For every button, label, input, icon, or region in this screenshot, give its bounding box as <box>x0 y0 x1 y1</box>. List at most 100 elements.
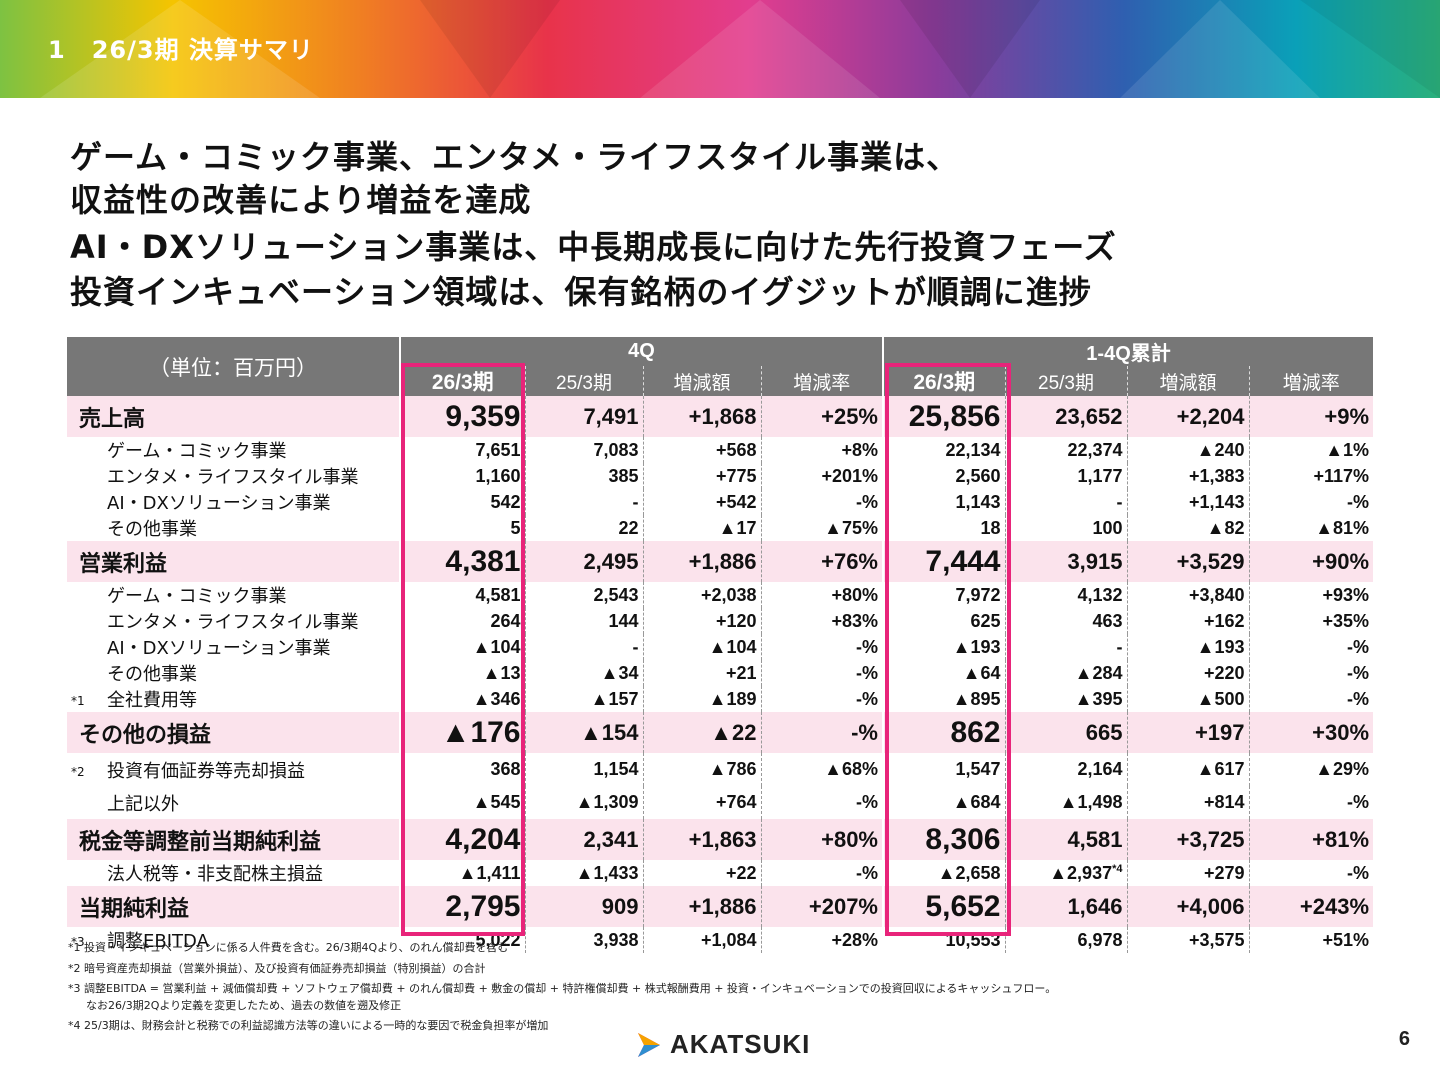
cell-value: -% <box>856 792 878 812</box>
table-cell: 2,164 <box>1004 753 1127 786</box>
table-cell: ▲104 <box>399 634 525 660</box>
table-row-sub: エンタメ・ライフスタイル事業 264 144 +120 +83% 625 463 +162 +3… <box>67 608 1374 634</box>
table-cell: +80% <box>760 819 883 860</box>
table-cell: -% <box>760 712 883 753</box>
cell-value: -% <box>856 662 878 683</box>
col-header-diff-cum: 増減額 <box>1126 366 1249 396</box>
cell-value: +117% <box>1313 465 1370 486</box>
cell-value: ▲22 <box>710 719 757 745</box>
cell-value: ▲1,433 <box>575 862 639 883</box>
table-cell: - <box>524 634 643 660</box>
table-cell: 144 <box>524 608 643 634</box>
cell-value: 22,134 <box>945 439 1001 460</box>
table-cell: -% <box>1248 860 1374 886</box>
cell-value: +30% <box>1312 719 1370 745</box>
row-label: エンタメ・ライフスタイル事業 <box>67 608 400 634</box>
table-cell: +2,204 <box>1126 396 1249 437</box>
table-cell: ▲17 <box>642 515 761 541</box>
cell-value: +243% <box>1299 893 1370 919</box>
row-label-text: ゲーム・コミック事業 <box>107 586 287 607</box>
table-cell: +3,725 <box>1126 819 1249 860</box>
cell-value: 463 <box>1092 610 1123 631</box>
cell-value: +4,006 <box>1176 893 1245 919</box>
table-cell: 7,972 <box>882 582 1005 608</box>
table-cell: 463 <box>1004 608 1127 634</box>
table-cell: +120 <box>642 608 761 634</box>
cell-value: +279 <box>1203 862 1245 883</box>
cell-value: ▲193 <box>952 636 1001 657</box>
table-header-group-row: （単位：百万円） 4Q 1-4Q累計 <box>67 337 1374 396</box>
table-cell: 9,359 <box>399 396 525 437</box>
cell-value: +22 <box>725 862 757 883</box>
table-cell: 862 <box>882 712 1005 753</box>
cell-value: ▲189 <box>708 688 757 709</box>
row-label: 上記以外 <box>67 786 400 819</box>
table-cell: 4,581 <box>1004 819 1127 860</box>
cell-value: 7,083 <box>593 439 639 460</box>
table-cell: ▲1,411 <box>399 860 525 886</box>
table-cell: +764 <box>642 786 761 819</box>
table-cell: -% <box>760 786 883 819</box>
table-row-sub: 法人税等・非支配株主損益 ▲1,411 ▲1,433 +22 -% ▲2,658 ▲2,93… <box>67 860 1374 886</box>
cell-value: 368 <box>490 759 521 779</box>
table-cell: ▲193 <box>1126 634 1249 660</box>
row-label: *2 投資有価証券等売却損益 <box>67 753 400 786</box>
cell-value: ▲176 <box>440 715 521 749</box>
table-cell: 5,022 <box>399 927 525 953</box>
cell-value: +2,204 <box>1176 403 1245 429</box>
row-label-text: AI・DXソリューション事業 <box>107 493 331 514</box>
financial-summary-table: （単位：百万円） 4Q 1-4Q累計 26/3期 25/3期 増減額 増減率 2… <box>67 337 1374 953</box>
row-label-text: その他事業 <box>107 664 197 685</box>
cell-value: +81% <box>1312 826 1370 852</box>
table-cell: +3,840 <box>1126 582 1249 608</box>
cell-value: - <box>1116 636 1123 657</box>
title-banner: 1 26/3期 決算サマリ <box>0 0 1440 98</box>
table-cell: 8,306 <box>882 819 1005 860</box>
table-cell: -% <box>1248 686 1374 712</box>
cell-value: 5,652 <box>925 889 1001 923</box>
cell-value: +1,886 <box>688 893 757 919</box>
row-label-text: 営業利益 <box>79 550 168 576</box>
cell-value: 4,581 <box>475 584 521 605</box>
cell-value: -% <box>1347 662 1370 683</box>
cell-value: +1,143 <box>1188 491 1245 512</box>
table-cell: ▲684 <box>882 786 1005 819</box>
table-cell: -% <box>1248 489 1374 515</box>
row-label: *3 調整EBITDA <box>67 927 400 953</box>
table-cell: ▲284 <box>1004 660 1127 686</box>
table-cell: +3,529 <box>1126 541 1249 582</box>
table-cell: ▲2,658 <box>882 860 1005 886</box>
table-row-main: 税金等調整前当期純利益 4,204 2,341 +1,863 +80% 8,306 4,58… <box>67 819 1374 860</box>
table-cell: 1,646 <box>1004 886 1127 927</box>
table-cell: ▲240 <box>1126 437 1249 463</box>
table-cell: 23,652 <box>1004 396 1127 437</box>
table-cell: +4,006 <box>1126 886 1249 927</box>
cell-value: 665 <box>1085 719 1123 745</box>
cell-value: -% <box>1347 688 1370 709</box>
table-row-sub: *2 投資有価証券等売却損益 368 1,154 ▲786 ▲68% 1,547 2,164 ▲… <box>67 753 1374 786</box>
cell-value: 625 <box>970 610 1001 631</box>
cell-value: 144 <box>608 610 639 631</box>
cell-value: ▲240 <box>1196 439 1245 460</box>
banner-title: 1 26/3期 決算サマリ <box>48 30 314 65</box>
cell-value: +207% <box>808 893 878 919</box>
cell-value: ▲157 <box>590 688 639 709</box>
cell-value: ▲64 <box>962 662 1001 683</box>
cell-value: -% <box>1347 491 1370 512</box>
table-cell: ▲1,433 <box>524 860 643 886</box>
cell-value: 25,856 <box>908 399 1001 433</box>
row-label: 営業利益 <box>67 541 400 582</box>
table-cell: 1,143 <box>882 489 1005 515</box>
table-cell: ▲500 <box>1126 686 1249 712</box>
table-cell: ▲617 <box>1126 753 1249 786</box>
table-cell: 4,132 <box>1004 582 1127 608</box>
table-cell: ▲64 <box>882 660 1005 686</box>
cell-value: ▲2,937 <box>1049 862 1113 883</box>
cell-value: +1,868 <box>688 403 757 429</box>
table-cell: 4,581 <box>399 582 525 608</box>
cell-value: 6,978 <box>1077 929 1123 950</box>
cell-value: 2,164 <box>1077 759 1123 779</box>
cell-value: 18 <box>980 517 1001 538</box>
table-row-sub: 上記以外 ▲545 ▲1,309 +764 -% ▲684 ▲1,498 +814 -% <box>67 786 1374 819</box>
table-cell: +775 <box>642 463 761 489</box>
